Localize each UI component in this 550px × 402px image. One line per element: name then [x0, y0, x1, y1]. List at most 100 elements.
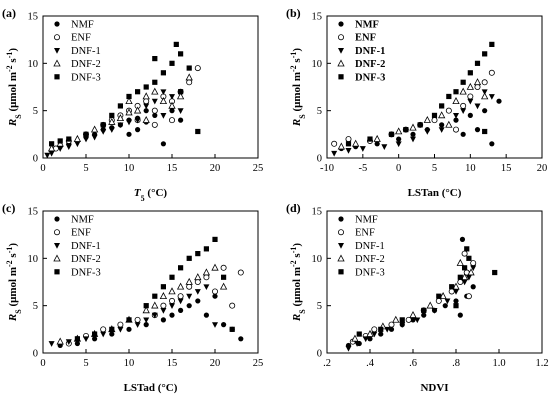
point-dnf-1 — [354, 341, 361, 347]
legend: NMF ENF DNF-1 DNF-2 DNF-3 — [337, 215, 385, 278]
legend-marker — [54, 243, 60, 249]
point-dnf-3 — [100, 122, 106, 128]
point-dnf-3 — [453, 89, 459, 95]
point-dnf-3 — [195, 251, 201, 257]
point-dnf-1 — [134, 117, 141, 124]
legend-marker — [338, 74, 344, 80]
point-dnf-1 — [453, 113, 459, 119]
point-nmf — [178, 117, 184, 123]
y-tick-label: 10 — [312, 254, 323, 265]
legend-label: ENF — [355, 33, 376, 44]
point-dnf-3 — [186, 65, 192, 71]
x-tick-label: 15 — [167, 358, 178, 369]
point-dnf-3 — [482, 128, 488, 135]
y-tick-label: 5 — [33, 106, 38, 117]
point-enf — [117, 321, 124, 328]
legend-label: DNF-2 — [71, 59, 101, 70]
point-dnf-2 — [466, 82, 474, 90]
point-enf — [331, 140, 338, 147]
point-nmf — [178, 307, 184, 313]
plot-frame — [326, 210, 543, 354]
point-dnf-2 — [56, 337, 64, 345]
point-nmf — [126, 326, 132, 332]
point-dnf-3 — [152, 56, 158, 62]
point-dnf-2 — [90, 125, 99, 133]
point-nmf — [496, 98, 502, 104]
point-dnf-1 — [395, 141, 402, 148]
point-dnf-2 — [351, 334, 359, 342]
y-axis-title-part: S — [14, 309, 23, 314]
point-nmf — [378, 331, 384, 337]
x-axis-title-part: T — [134, 187, 142, 199]
point-dnf-3 — [417, 122, 423, 128]
point-dnf-2 — [473, 78, 482, 86]
legend-marker — [337, 229, 344, 236]
point-dnf-3 — [388, 131, 395, 137]
point-dnf-1 — [399, 322, 406, 328]
x-tick-label: 25 — [253, 358, 264, 369]
point-enf — [445, 107, 452, 114]
legend-label: DNF-1 — [71, 241, 101, 252]
point-enf — [435, 297, 442, 304]
point-dnf-1 — [414, 317, 421, 324]
point-enf — [452, 126, 459, 133]
point-enf — [203, 274, 210, 281]
x-tick-label: 1.0 — [492, 358, 505, 369]
point-dnf-3 — [83, 131, 89, 137]
point-enf — [474, 84, 481, 91]
point-nmf — [453, 298, 459, 304]
y-tick-label: 5 — [317, 106, 322, 117]
legend-label: NMF — [355, 20, 379, 31]
point-nmf — [221, 322, 227, 328]
point-nmf — [410, 317, 416, 323]
y-tick-label: 15 — [312, 207, 323, 218]
point-dnf-1 — [362, 336, 369, 343]
legend-marker — [337, 34, 344, 41]
x-tick-label: 15 — [501, 163, 512, 174]
point-dnf-2 — [176, 282, 185, 290]
point-enf — [194, 278, 201, 285]
y-axis-title-part: -2 — [5, 260, 14, 267]
point-dnf-3 — [446, 93, 452, 100]
x-tick-label: -5 — [358, 163, 367, 174]
legend-marker — [338, 21, 344, 27]
point-dnf-2 — [452, 282, 460, 290]
point-dnf-2 — [142, 115, 150, 123]
point-dnf-3 — [178, 51, 184, 57]
y-axis-title-part: -2 — [289, 65, 298, 72]
y-axis-title-part: (μmol m — [7, 72, 19, 114]
x-axis-title: LSTan (°C) — [408, 187, 462, 199]
point-nmf — [160, 141, 166, 147]
point-dnf-1 — [143, 103, 150, 110]
point-dnf-2 — [125, 108, 133, 116]
point-dnf-2 — [185, 73, 193, 81]
point-dnf-2 — [116, 114, 125, 122]
point-enf — [143, 98, 150, 105]
point-dnf-1 — [151, 312, 158, 319]
point-dnf-2 — [142, 92, 150, 100]
point-dnf-1 — [331, 150, 338, 157]
legend: NMF ENF DNF-1 DNF-2 DNF-3 — [337, 20, 385, 83]
legend-label: DNF-1 — [355, 241, 385, 252]
point-dnf-3 — [74, 336, 80, 342]
point-enf — [151, 121, 158, 128]
point-nmf — [388, 326, 395, 332]
x-axis-title-part: 5 — [141, 194, 145, 203]
point-dnf-2 — [456, 258, 464, 266]
point-dnf-3 — [57, 138, 63, 144]
y-axis-title: RS (μmol m-2 s-1) — [5, 243, 23, 322]
plot-frame — [42, 210, 259, 354]
point-nmf — [160, 317, 166, 323]
point-dnf-1 — [160, 308, 167, 314]
point-dnf-3 — [66, 136, 72, 142]
legend-marker — [338, 48, 344, 54]
x-tick-label: .6 — [409, 358, 417, 369]
legend-marker — [54, 269, 60, 275]
point-dnf-1 — [194, 289, 201, 295]
x-tick-label: 20 — [210, 358, 221, 369]
point-dnf-2 — [219, 282, 228, 290]
point-dnf-1 — [186, 293, 193, 300]
x-tick-label: -10 — [320, 163, 334, 174]
